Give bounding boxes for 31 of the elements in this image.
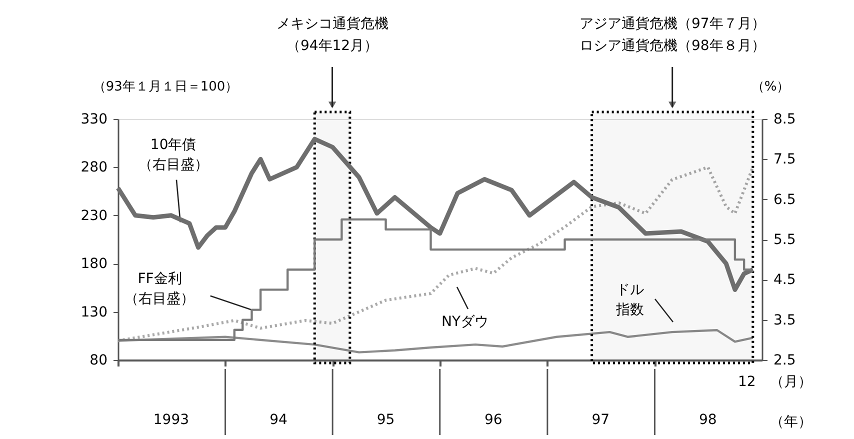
y2-tick-label: 8.5 <box>774 112 796 128</box>
x-tick-label: 98 <box>699 412 717 428</box>
y-tick-label: 230 <box>80 208 108 224</box>
x-tick-label: 1993 <box>153 412 190 428</box>
y-axis-title: （93年１月１日＝100） <box>92 80 238 94</box>
x-axis-title: （年） <box>770 414 812 430</box>
y-tick-label: 280 <box>80 160 108 176</box>
y2-tick-label: 6.5 <box>774 192 796 208</box>
x-tick-label: 97 <box>592 412 610 428</box>
y-tick-label: 330 <box>80 112 108 128</box>
text: （月） <box>770 374 812 390</box>
text: 12 <box>738 374 756 390</box>
band-label: アジア通貨危機（97年７月）ロシア通貨危機（98年８月） <box>579 16 766 54</box>
annotation: NYダウ <box>441 314 489 330</box>
line-series <box>116 329 754 354</box>
band-label: メキシコ通貨危機（94年12月） <box>276 16 388 54</box>
annotation: ドル指数 <box>615 282 644 318</box>
y2-tick-label: 4.5 <box>774 272 796 288</box>
x-tick-label: 94 <box>270 412 288 428</box>
annotation: FF金利（右目盛） <box>124 270 195 307</box>
annotation: 10年債（右目盛） <box>138 137 208 174</box>
y-tick-label: 180 <box>80 256 108 272</box>
y-tick-label: 130 <box>80 304 108 320</box>
y-tick-label: 80 <box>90 352 108 368</box>
y2-tick-label: 3.5 <box>774 312 796 328</box>
x-tick-label: 95 <box>376 412 395 428</box>
x-tick-label: 96 <box>484 412 502 428</box>
y2-tick-label: 2.5 <box>774 352 796 368</box>
y2-axis-title: （%） <box>751 80 790 94</box>
y2-tick-label: 7.5 <box>774 152 796 168</box>
y2-tick-label: 5.5 <box>774 232 796 248</box>
